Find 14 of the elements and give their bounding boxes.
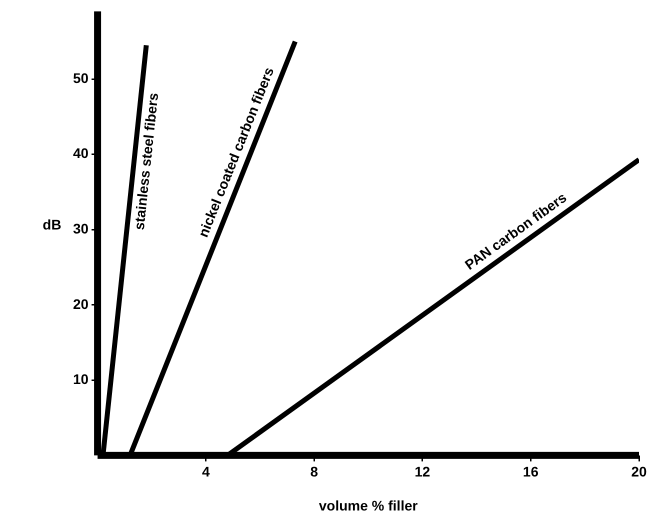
text: stainless steel fibers bbox=[130, 92, 162, 231]
x-tick-label: 8 bbox=[310, 464, 318, 480]
y-tick-label: 30 bbox=[72, 220, 89, 236]
y-tick-label: 40 bbox=[72, 145, 89, 162]
x-axis-title: volume % filler bbox=[318, 497, 418, 514]
y-tick-label: 50 bbox=[72, 70, 89, 86]
x-tick-label: 4 bbox=[202, 464, 210, 480]
y-tick-label: 10 bbox=[72, 371, 89, 388]
x-tick-label: 16 bbox=[522, 464, 539, 480]
y-axis-title: dB bbox=[42, 216, 62, 232]
text: nickel coated carbon fibers bbox=[194, 64, 277, 240]
x-tick-label: 12 bbox=[414, 464, 430, 480]
x-tick-label: 20 bbox=[631, 464, 647, 480]
y-tick-label: 20 bbox=[72, 296, 89, 312]
